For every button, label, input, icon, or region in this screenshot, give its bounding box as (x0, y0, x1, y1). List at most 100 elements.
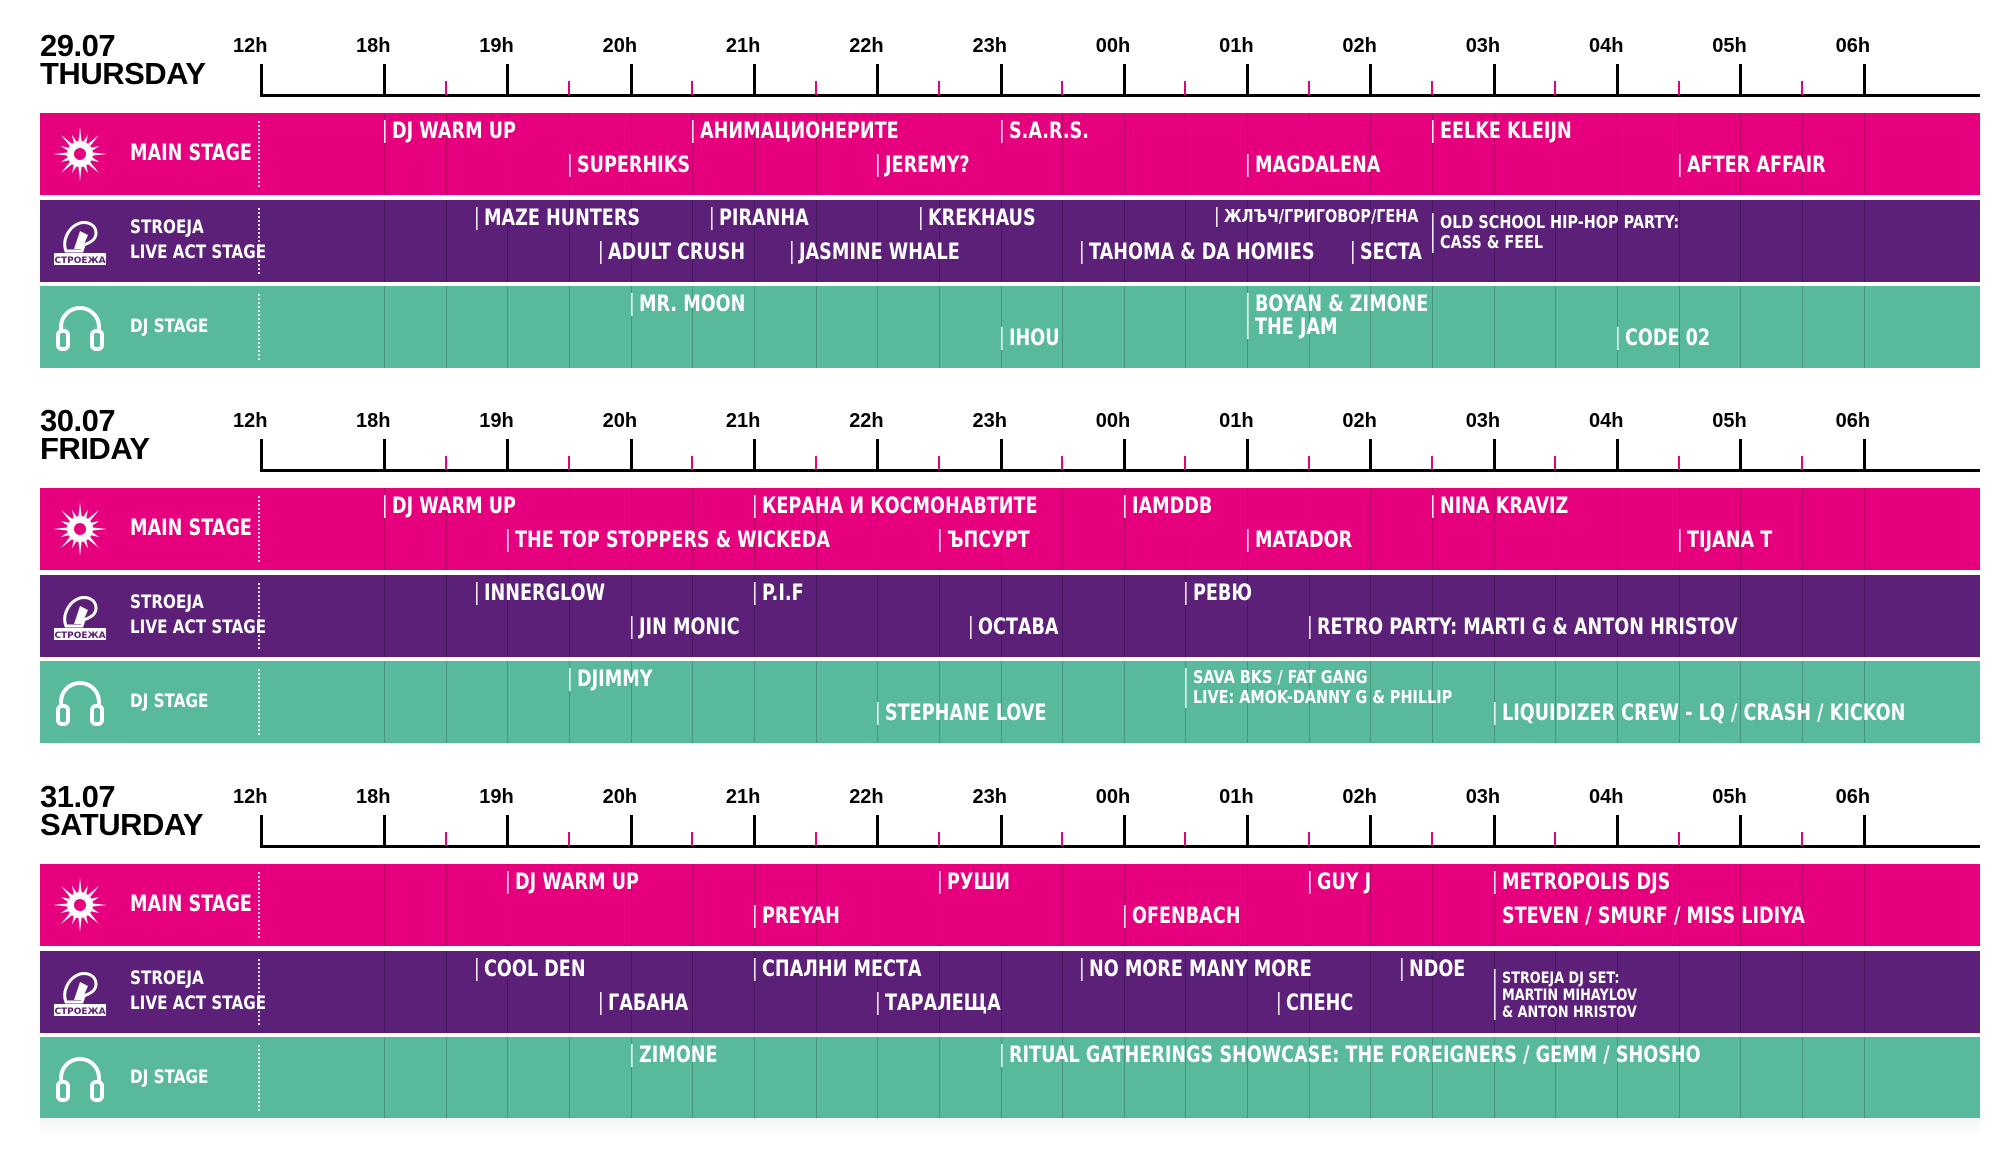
hour-label: 01h (1219, 35, 1254, 57)
hour-label: 02h (1342, 35, 1377, 57)
hour-label: 03h (1465, 786, 1501, 808)
act-slot: RETRO PARTY: MARTI G & ANTON HRISTOV (1308, 616, 1737, 639)
hour-tick (260, 64, 263, 95)
grid-line (1432, 488, 1434, 570)
hour-tick (876, 815, 880, 846)
grid-line (1123, 661, 1125, 743)
grid-line (1801, 864, 1803, 946)
grid-line (1062, 1037, 1064, 1119)
act-slot: NDOE (1401, 958, 1466, 981)
grid-line (568, 951, 570, 1033)
half-hour-tick (1554, 456, 1557, 470)
grid-line (1493, 864, 1495, 946)
grid-line (692, 661, 694, 743)
grid-line (1801, 200, 1803, 282)
half-hour-tick (937, 832, 940, 846)
grid-line (1493, 1037, 1495, 1119)
hour-label: 00h (1095, 786, 1131, 808)
stage-label-main: MAIN STAGE (130, 516, 252, 541)
grid-line (1555, 661, 1557, 743)
hour-tick (752, 64, 756, 95)
grid-line (445, 864, 447, 946)
day-date: 29.07 (40, 28, 116, 63)
stage-row-live: СТРОЕЖА STROEJA LIVE ACT STAGE MAZE HUNTER… (40, 200, 1980, 282)
half-hour-tick (1554, 81, 1557, 95)
grid-line (1678, 661, 1680, 743)
grid-line (938, 864, 940, 946)
grid-line (1801, 286, 1803, 368)
grid-line (1370, 661, 1372, 743)
half-hour-tick (567, 456, 570, 470)
grid-line (1740, 575, 1742, 657)
act-slot: AFTER AFFAIR (1678, 154, 1825, 177)
half-hour-tick (1677, 81, 1680, 95)
grid-line (1493, 286, 1495, 368)
hour-tick (876, 64, 880, 95)
hour-tick (1246, 815, 1250, 846)
grid-line (445, 286, 447, 368)
day-schedule-2: 30.07 FRIDAY 12h 18h 19h 20h 21h 22h 23h 00h 01h 02… (0, 405, 2016, 770)
act-slot: АНИМАЦИОНЕРИТЕ (692, 120, 899, 143)
hour-tick (752, 439, 756, 470)
stage-label-live-1: STROEJA (130, 216, 204, 238)
half-hour-tick (814, 456, 817, 470)
grid-line (692, 864, 694, 946)
half-hour-tick (814, 832, 817, 846)
hour-tick (1862, 64, 1866, 95)
grid-line (938, 200, 940, 282)
half-hour-tick (1677, 832, 1680, 846)
hour-label: 20h (602, 786, 638, 808)
grid-line (1493, 575, 1495, 657)
headphones-icon (52, 674, 108, 730)
grid-line (1370, 200, 1372, 282)
grid-line (1308, 864, 1310, 946)
stage-label-dj: DJ STAGE (130, 690, 209, 712)
act-slot: INNERGLOW (476, 582, 605, 605)
hour-tick (506, 815, 510, 846)
half-hour-tick (1431, 456, 1434, 470)
grid-line (568, 200, 570, 282)
grid-line (1555, 200, 1557, 282)
grid-line (1185, 575, 1187, 657)
act-slot: ТАРАЛЕЩА (877, 992, 1001, 1015)
grid-line (630, 951, 632, 1033)
stage-label-dj: DJ STAGE (130, 1066, 209, 1088)
hour-label: 01h (1219, 410, 1254, 432)
grid-line (1863, 661, 1865, 743)
stage-row-dj: DJ STAGE MR. MOON BOYAN & ZIMONE THE JAM IH… (40, 286, 1980, 368)
grid-line (1678, 286, 1680, 368)
grid-line (877, 200, 879, 282)
act-slot: JIN MONIC (630, 616, 739, 639)
grid-line (1801, 113, 1803, 195)
stage-divider (258, 583, 260, 649)
grid-line (1185, 200, 1187, 282)
half-hour-tick (1800, 456, 1803, 470)
act-slot: NINA KRAVIZ (1432, 495, 1568, 518)
day-date: 31.07 (40, 779, 116, 814)
hour-tick (999, 439, 1003, 470)
act-slot: RITUAL GATHERINGS SHOWCASE: THE FOREIGNE… (1000, 1044, 1700, 1067)
hour-tick (999, 64, 1003, 95)
grid-line (507, 286, 509, 368)
half-hour-tick (1184, 832, 1187, 846)
grid-line (1863, 575, 1865, 657)
hour-tick (1369, 815, 1373, 846)
hour-label: 21h (725, 410, 761, 432)
grid-line (1062, 488, 1064, 570)
grid-line (1678, 864, 1680, 946)
grid-line (568, 286, 570, 368)
act-slot: СПЕНС (1277, 992, 1353, 1015)
grid-line (1617, 488, 1618, 570)
act-slot: SECTA (1351, 241, 1422, 264)
hour-tick (383, 439, 386, 470)
grid-line (445, 200, 447, 282)
grid-line (1801, 951, 1803, 1033)
grid-line (1617, 200, 1618, 282)
stage-row-main: MAIN STAGE DJ WARM UP АНИМАЦИОНЕРИТЕ S.A.R.… (40, 113, 1980, 195)
grid-line (1185, 951, 1187, 1033)
act-slot: S.A.R.S. (1000, 120, 1088, 143)
grid-line (1740, 113, 1742, 195)
hour-tick (1369, 64, 1373, 95)
grid-line (1801, 488, 1803, 570)
act-slot: DJ WARM UP (384, 495, 516, 518)
